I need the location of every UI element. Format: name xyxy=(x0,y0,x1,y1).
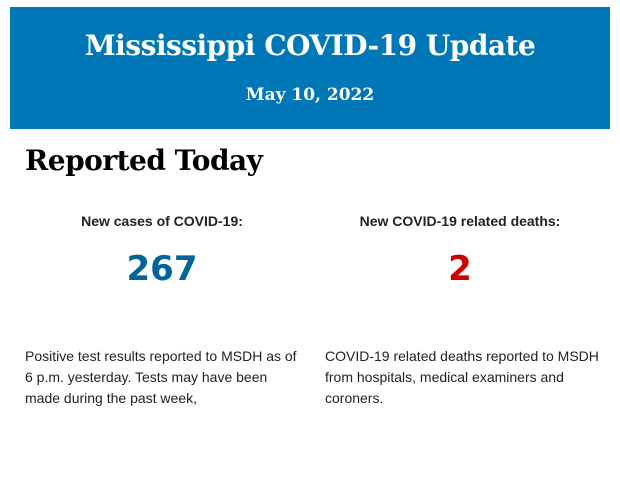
section-title: Reported Today xyxy=(25,144,263,177)
page-title: Mississippi COVID-19 Update xyxy=(84,29,536,62)
cases-label: New cases of COVID-19: xyxy=(81,213,243,229)
header-banner: Mississippi COVID-19 Update May 10, 2022 xyxy=(10,7,610,129)
report-date: May 10, 2022 xyxy=(245,85,375,105)
deaths-description: COVID-19 related deaths reported to MSDH… xyxy=(325,348,599,406)
cases-panel: New cases of COVID-19: 267 xyxy=(22,213,302,289)
cases-description: Positive test results reported to MSDH a… xyxy=(25,348,297,406)
deaths-panel: New COVID-19 related deaths: 2 xyxy=(320,213,600,289)
deaths-label: New COVID-19 related deaths: xyxy=(359,213,561,229)
deaths-value: 2 xyxy=(448,249,472,289)
cases-value: 267 xyxy=(126,249,198,289)
